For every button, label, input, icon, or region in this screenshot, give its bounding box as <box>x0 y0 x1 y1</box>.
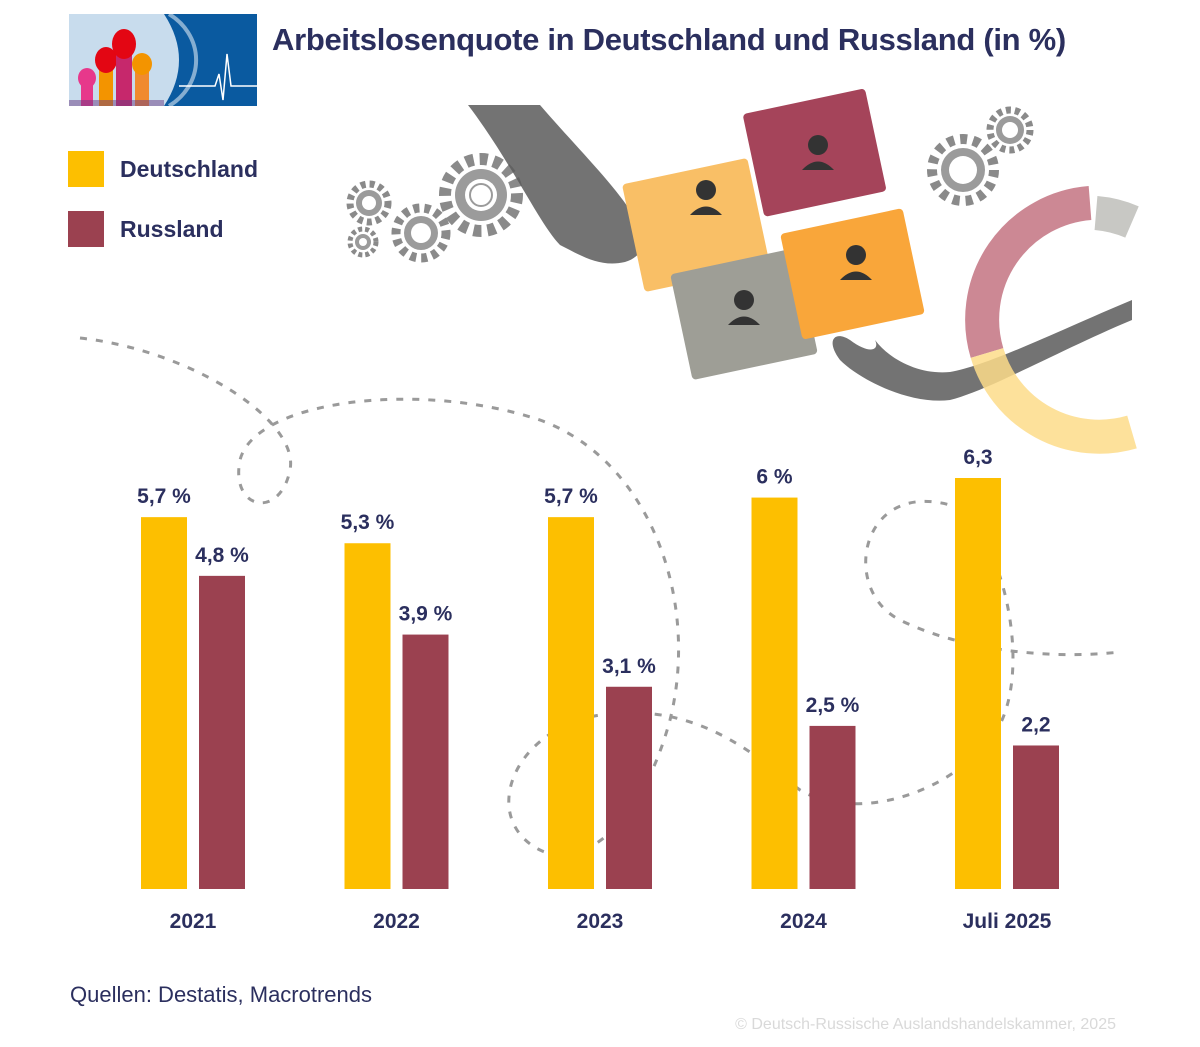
bar-deutschland <box>548 517 594 889</box>
x-tick-label: 2024 <box>780 910 827 933</box>
x-tick-label: Juli 2025 <box>963 910 1052 933</box>
x-tick-label: 2023 <box>577 910 624 933</box>
data-label-russland: 3,1 % <box>602 655 656 678</box>
bar-deutschland <box>344 543 391 889</box>
ahk-logo <box>69 12 257 108</box>
data-label-deutschland: 6 % <box>756 466 793 489</box>
legend-item-russland: Russland <box>68 211 224 247</box>
legend-item-deutschland: Deutschland <box>68 151 258 187</box>
legend-label-deutschland: Deutschland <box>120 155 259 182</box>
data-label-russland: 3,9 % <box>399 603 453 626</box>
chart-title: Arbeitslosenquote in Deutschland und Rus… <box>272 22 1066 57</box>
copyright-note: © Deutsch-Russische Auslandshandelskamme… <box>735 1016 1116 1033</box>
bar-russland <box>606 686 652 889</box>
legend-label-russland: Russland <box>120 215 224 242</box>
legend-swatch-russland <box>68 211 104 247</box>
bar-deutschland <box>141 517 187 889</box>
sources-note: Quellen: Destatis, Macrotrends <box>70 982 373 1007</box>
data-label-deutschland: 5,3 % <box>341 511 395 534</box>
bar-russland <box>199 575 245 889</box>
data-label-russland: 2,5 % <box>806 694 860 717</box>
bar-russland <box>1013 745 1059 889</box>
data-label-russland: 4,8 % <box>195 544 249 567</box>
data-label-deutschland: 5,7 % <box>544 485 598 508</box>
legend-swatch-deutschland <box>68 151 104 187</box>
data-label-deutschland: 5,7 % <box>137 485 191 508</box>
x-tick-label: 2021 <box>170 910 217 933</box>
bar-russland <box>809 725 856 889</box>
data-label-deutschland: 6,3 <box>963 446 992 469</box>
bar-deutschland <box>751 497 798 889</box>
data-label-russland: 2,2 <box>1021 713 1050 736</box>
bar-deutschland <box>955 478 1001 889</box>
bar-russland <box>402 634 449 889</box>
x-tick-label: 2022 <box>373 910 420 933</box>
